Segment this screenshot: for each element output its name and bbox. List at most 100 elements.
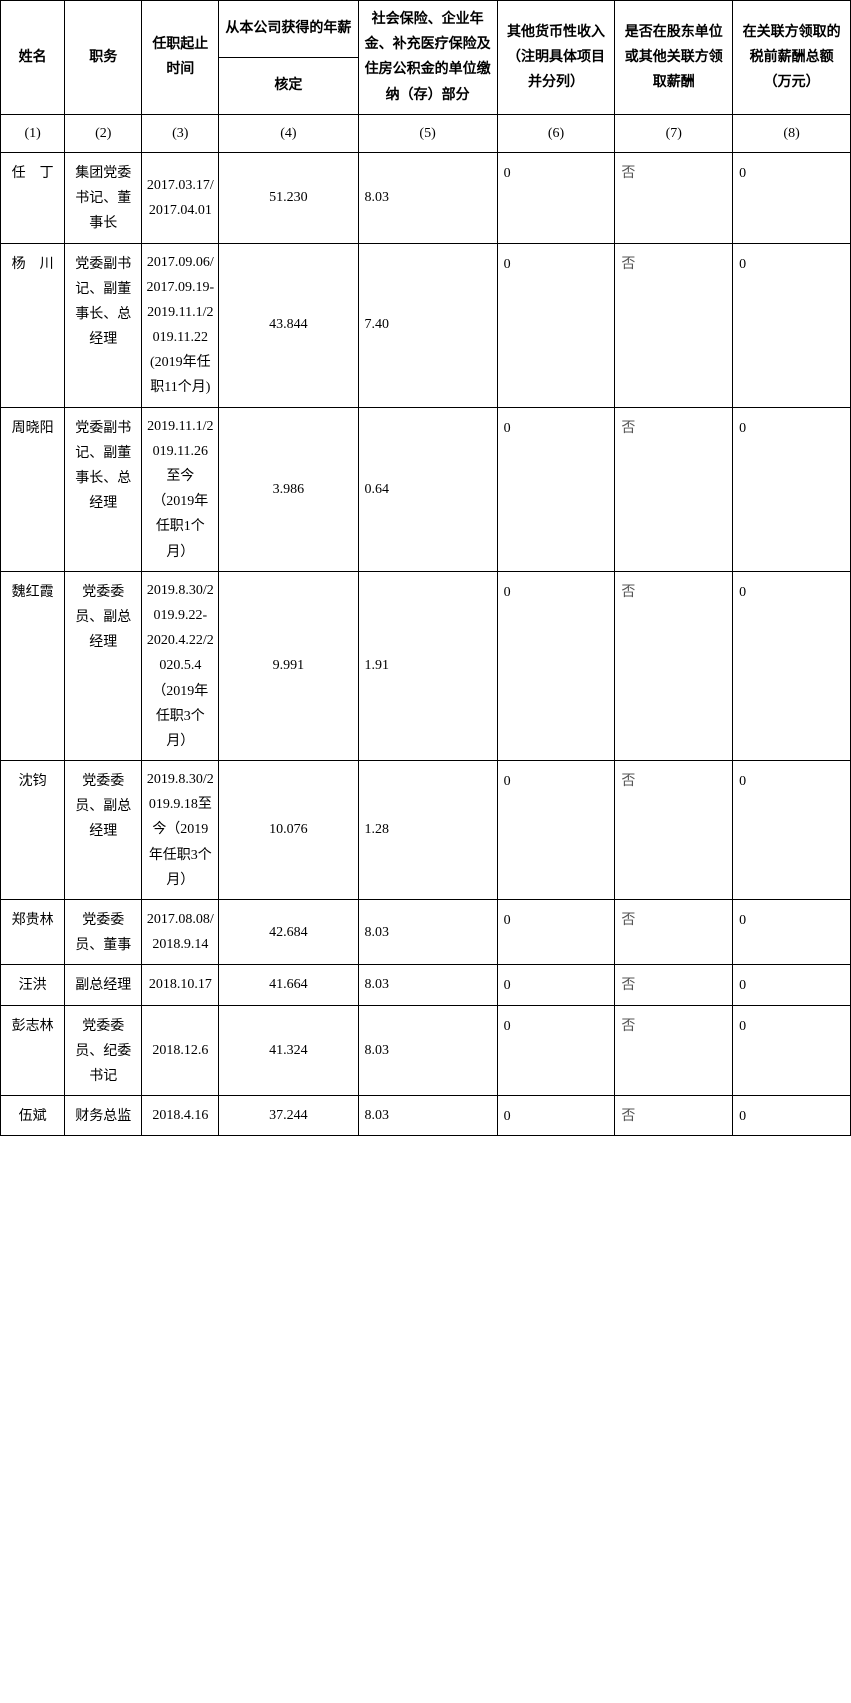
cell-related: 0 — [733, 152, 851, 243]
cell-shareholder: 否 — [615, 407, 733, 571]
cell-title: 党委副书记、副董事长、总经理 — [65, 243, 142, 407]
cell-other: 0 — [497, 152, 615, 243]
cell-name: 汪洪 — [1, 965, 65, 1005]
cell-other: 0 — [497, 965, 615, 1005]
cell-name: 任 丁 — [1, 152, 65, 243]
cell-shareholder: 否 — [615, 965, 733, 1005]
cell-other: 0 — [497, 1096, 615, 1136]
cell-related: 0 — [733, 407, 851, 571]
cell-insurance: 8.03 — [358, 900, 497, 965]
colnum-8: (8) — [733, 114, 851, 152]
cell-name: 周晓阳 — [1, 407, 65, 571]
header-salary-main: 从本公司获得的年薪 — [219, 1, 358, 58]
cell-tenure: 2019.8.30/2019.9.18至今（2019年任职3个月） — [142, 761, 219, 900]
cell-insurance: 1.28 — [358, 761, 497, 900]
colnum-4: (4) — [219, 114, 358, 152]
cell-name: 伍斌 — [1, 1096, 65, 1136]
table-row: 汪洪副总经理2018.10.1741.6648.030否0 — [1, 965, 851, 1005]
colnum-3: (3) — [142, 114, 219, 152]
cell-related: 0 — [733, 1096, 851, 1136]
table-row: 彭志林党委委员、纪委书记2018.12.641.3248.030否0 — [1, 1005, 851, 1096]
cell-insurance: 0.64 — [358, 407, 497, 571]
colnum-2: (2) — [65, 114, 142, 152]
cell-salary: 43.844 — [219, 243, 358, 407]
cell-tenure: 2018.10.17 — [142, 965, 219, 1005]
cell-shareholder: 否 — [615, 571, 733, 760]
cell-other: 0 — [497, 571, 615, 760]
header-other: 其他货币性收入（注明具体项目并分列） — [497, 1, 615, 115]
cell-insurance: 8.03 — [358, 152, 497, 243]
cell-salary: 37.244 — [219, 1096, 358, 1136]
cell-related: 0 — [733, 1005, 851, 1096]
cell-title: 党委委员、副总经理 — [65, 761, 142, 900]
cell-title: 党委副书记、副董事长、总经理 — [65, 407, 142, 571]
table-row: 杨 川党委副书记、副董事长、总经理2017.09.06/2017.09.19-2… — [1, 243, 851, 407]
cell-salary: 10.076 — [219, 761, 358, 900]
cell-tenure: 2018.12.6 — [142, 1005, 219, 1096]
cell-shareholder: 否 — [615, 900, 733, 965]
cell-shareholder: 否 — [615, 152, 733, 243]
cell-shareholder: 否 — [615, 243, 733, 407]
table-row: 周晓阳党委副书记、副董事长、总经理2019.11.1/2019.11.26至今（… — [1, 407, 851, 571]
cell-name: 魏红霞 — [1, 571, 65, 760]
header-shareholder: 是否在股东单位或其他关联方领取薪酬 — [615, 1, 733, 115]
cell-salary: 41.324 — [219, 1005, 358, 1096]
cell-insurance: 8.03 — [358, 1096, 497, 1136]
cell-insurance: 1.91 — [358, 571, 497, 760]
table-row: 任 丁集团党委书记、董事长2017.03.17/2017.04.0151.230… — [1, 152, 851, 243]
header-tenure: 任职起止时间 — [142, 1, 219, 115]
cell-other: 0 — [497, 407, 615, 571]
cell-shareholder: 否 — [615, 1005, 733, 1096]
compensation-table: 姓名 职务 任职起止时间 从本公司获得的年薪 社会保险、企业年金、补充医疗保险及… — [0, 0, 851, 1136]
cell-tenure: 2017.09.06/2017.09.19-2019.11.1/2019.11.… — [142, 243, 219, 407]
cell-tenure: 2019.8.30/2019.9.22-2020.4.22/2020.5.4（2… — [142, 571, 219, 760]
cell-name: 沈钧 — [1, 761, 65, 900]
cell-title: 集团党委书记、董事长 — [65, 152, 142, 243]
cell-name: 彭志林 — [1, 1005, 65, 1096]
cell-tenure: 2017.08.08/2018.9.14 — [142, 900, 219, 965]
cell-related: 0 — [733, 761, 851, 900]
cell-title: 副总经理 — [65, 965, 142, 1005]
cell-other: 0 — [497, 243, 615, 407]
cell-name: 郑贵林 — [1, 900, 65, 965]
cell-salary: 9.991 — [219, 571, 358, 760]
cell-tenure: 2018.4.16 — [142, 1096, 219, 1136]
header-insurance: 社会保险、企业年金、补充医疗保险及住房公积金的单位缴纳（存）部分 — [358, 1, 497, 115]
cell-salary: 42.684 — [219, 900, 358, 965]
column-number-row: (1) (2) (3) (4) (5) (6) (7) (8) — [1, 114, 851, 152]
cell-salary: 41.664 — [219, 965, 358, 1005]
cell-insurance: 7.40 — [358, 243, 497, 407]
colnum-7: (7) — [615, 114, 733, 152]
table-row: 伍斌财务总监2018.4.1637.2448.030否0 — [1, 1096, 851, 1136]
cell-title: 党委委员、董事 — [65, 900, 142, 965]
cell-title: 党委委员、副总经理 — [65, 571, 142, 760]
cell-other: 0 — [497, 1005, 615, 1096]
table-row: 沈钧党委委员、副总经理2019.8.30/2019.9.18至今（2019年任职… — [1, 761, 851, 900]
cell-salary: 51.230 — [219, 152, 358, 243]
cell-related: 0 — [733, 243, 851, 407]
cell-related: 0 — [733, 900, 851, 965]
cell-title: 财务总监 — [65, 1096, 142, 1136]
cell-insurance: 8.03 — [358, 965, 497, 1005]
cell-insurance: 8.03 — [358, 1005, 497, 1096]
colnum-6: (6) — [497, 114, 615, 152]
cell-title: 党委委员、纪委书记 — [65, 1005, 142, 1096]
cell-shareholder: 否 — [615, 761, 733, 900]
cell-other: 0 — [497, 900, 615, 965]
cell-shareholder: 否 — [615, 1096, 733, 1136]
header-name: 姓名 — [1, 1, 65, 115]
colnum-5: (5) — [358, 114, 497, 152]
cell-other: 0 — [497, 761, 615, 900]
table-row: 魏红霞党委委员、副总经理2019.8.30/2019.9.22-2020.4.2… — [1, 571, 851, 760]
header-row-1: 姓名 职务 任职起止时间 从本公司获得的年薪 社会保险、企业年金、补充医疗保险及… — [1, 1, 851, 58]
cell-tenure: 2019.11.1/2019.11.26至今（2019年任职1个月） — [142, 407, 219, 571]
table-row: 郑贵林党委委员、董事2017.08.08/2018.9.1442.6848.03… — [1, 900, 851, 965]
header-title: 职务 — [65, 1, 142, 115]
header-related: 在关联方领取的税前薪酬总额（万元） — [733, 1, 851, 115]
header-salary-sub: 核定 — [219, 57, 358, 114]
cell-related: 0 — [733, 571, 851, 760]
colnum-1: (1) — [1, 114, 65, 152]
cell-related: 0 — [733, 965, 851, 1005]
cell-salary: 3.986 — [219, 407, 358, 571]
cell-tenure: 2017.03.17/2017.04.01 — [142, 152, 219, 243]
